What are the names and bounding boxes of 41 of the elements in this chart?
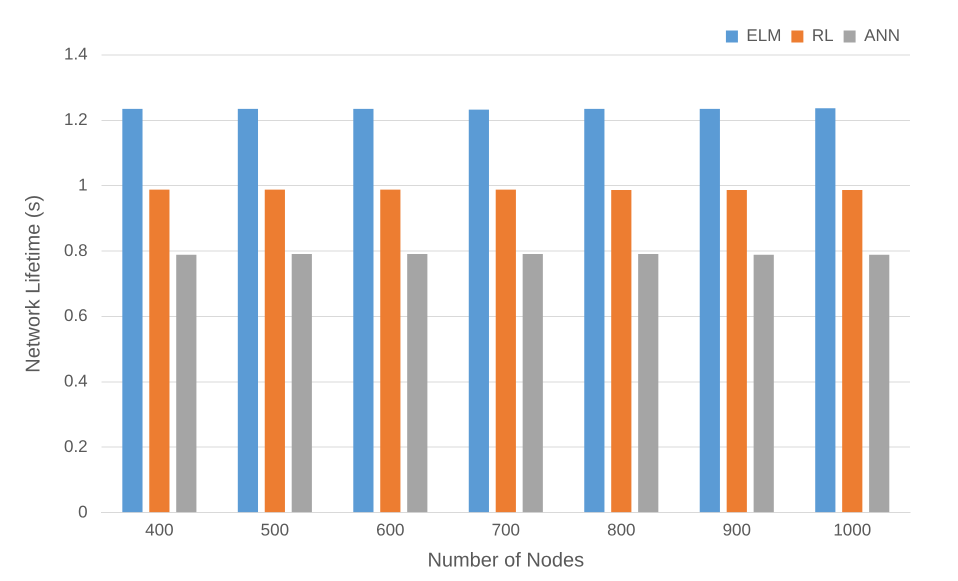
bar [754, 254, 774, 512]
x-tick-label: 600 [376, 520, 405, 540]
x-tick-label: 800 [607, 520, 636, 540]
bar [638, 254, 658, 512]
bar [522, 254, 543, 512]
y-tick-label: 1.2 [64, 110, 88, 130]
y-tick-label: 0.2 [64, 436, 88, 456]
bar [611, 190, 632, 512]
legend-label: ANN [864, 26, 900, 46]
legend-label: ELM [746, 26, 782, 46]
x-tick-label: 500 [260, 520, 290, 540]
legend-label: RL [812, 26, 834, 46]
bar [238, 108, 258, 512]
y-tick-label: 0.6 [64, 306, 88, 326]
bar [353, 108, 374, 512]
y-axis-title: Network Lifetime (s) [22, 194, 45, 373]
bar [176, 254, 196, 512]
y-tick-label: 1 [78, 175, 88, 194]
bar [264, 190, 285, 512]
y-tick-label: 0.8 [64, 240, 88, 260]
bar [149, 190, 170, 512]
bar [815, 108, 836, 512]
y-tick-label: 1.4 [64, 44, 88, 64]
bar [584, 108, 604, 512]
x-tick-label: 400 [145, 520, 174, 540]
bar [122, 108, 143, 512]
bar [468, 110, 489, 512]
bar [496, 190, 516, 512]
bar [700, 108, 720, 512]
bar [842, 190, 862, 512]
bar [726, 190, 747, 512]
x-tick-label: 1000 [833, 520, 872, 540]
bar [407, 254, 428, 512]
bar [869, 254, 890, 512]
x-tick-label: 700 [492, 520, 520, 540]
y-tick-label: 0.4 [64, 372, 88, 391]
y-tick-label: 0 [78, 502, 88, 522]
bar [380, 190, 400, 512]
x-tick-label: 900 [722, 520, 751, 540]
x-axis-title: Number of Nodes [427, 550, 584, 572]
bar [292, 254, 312, 512]
